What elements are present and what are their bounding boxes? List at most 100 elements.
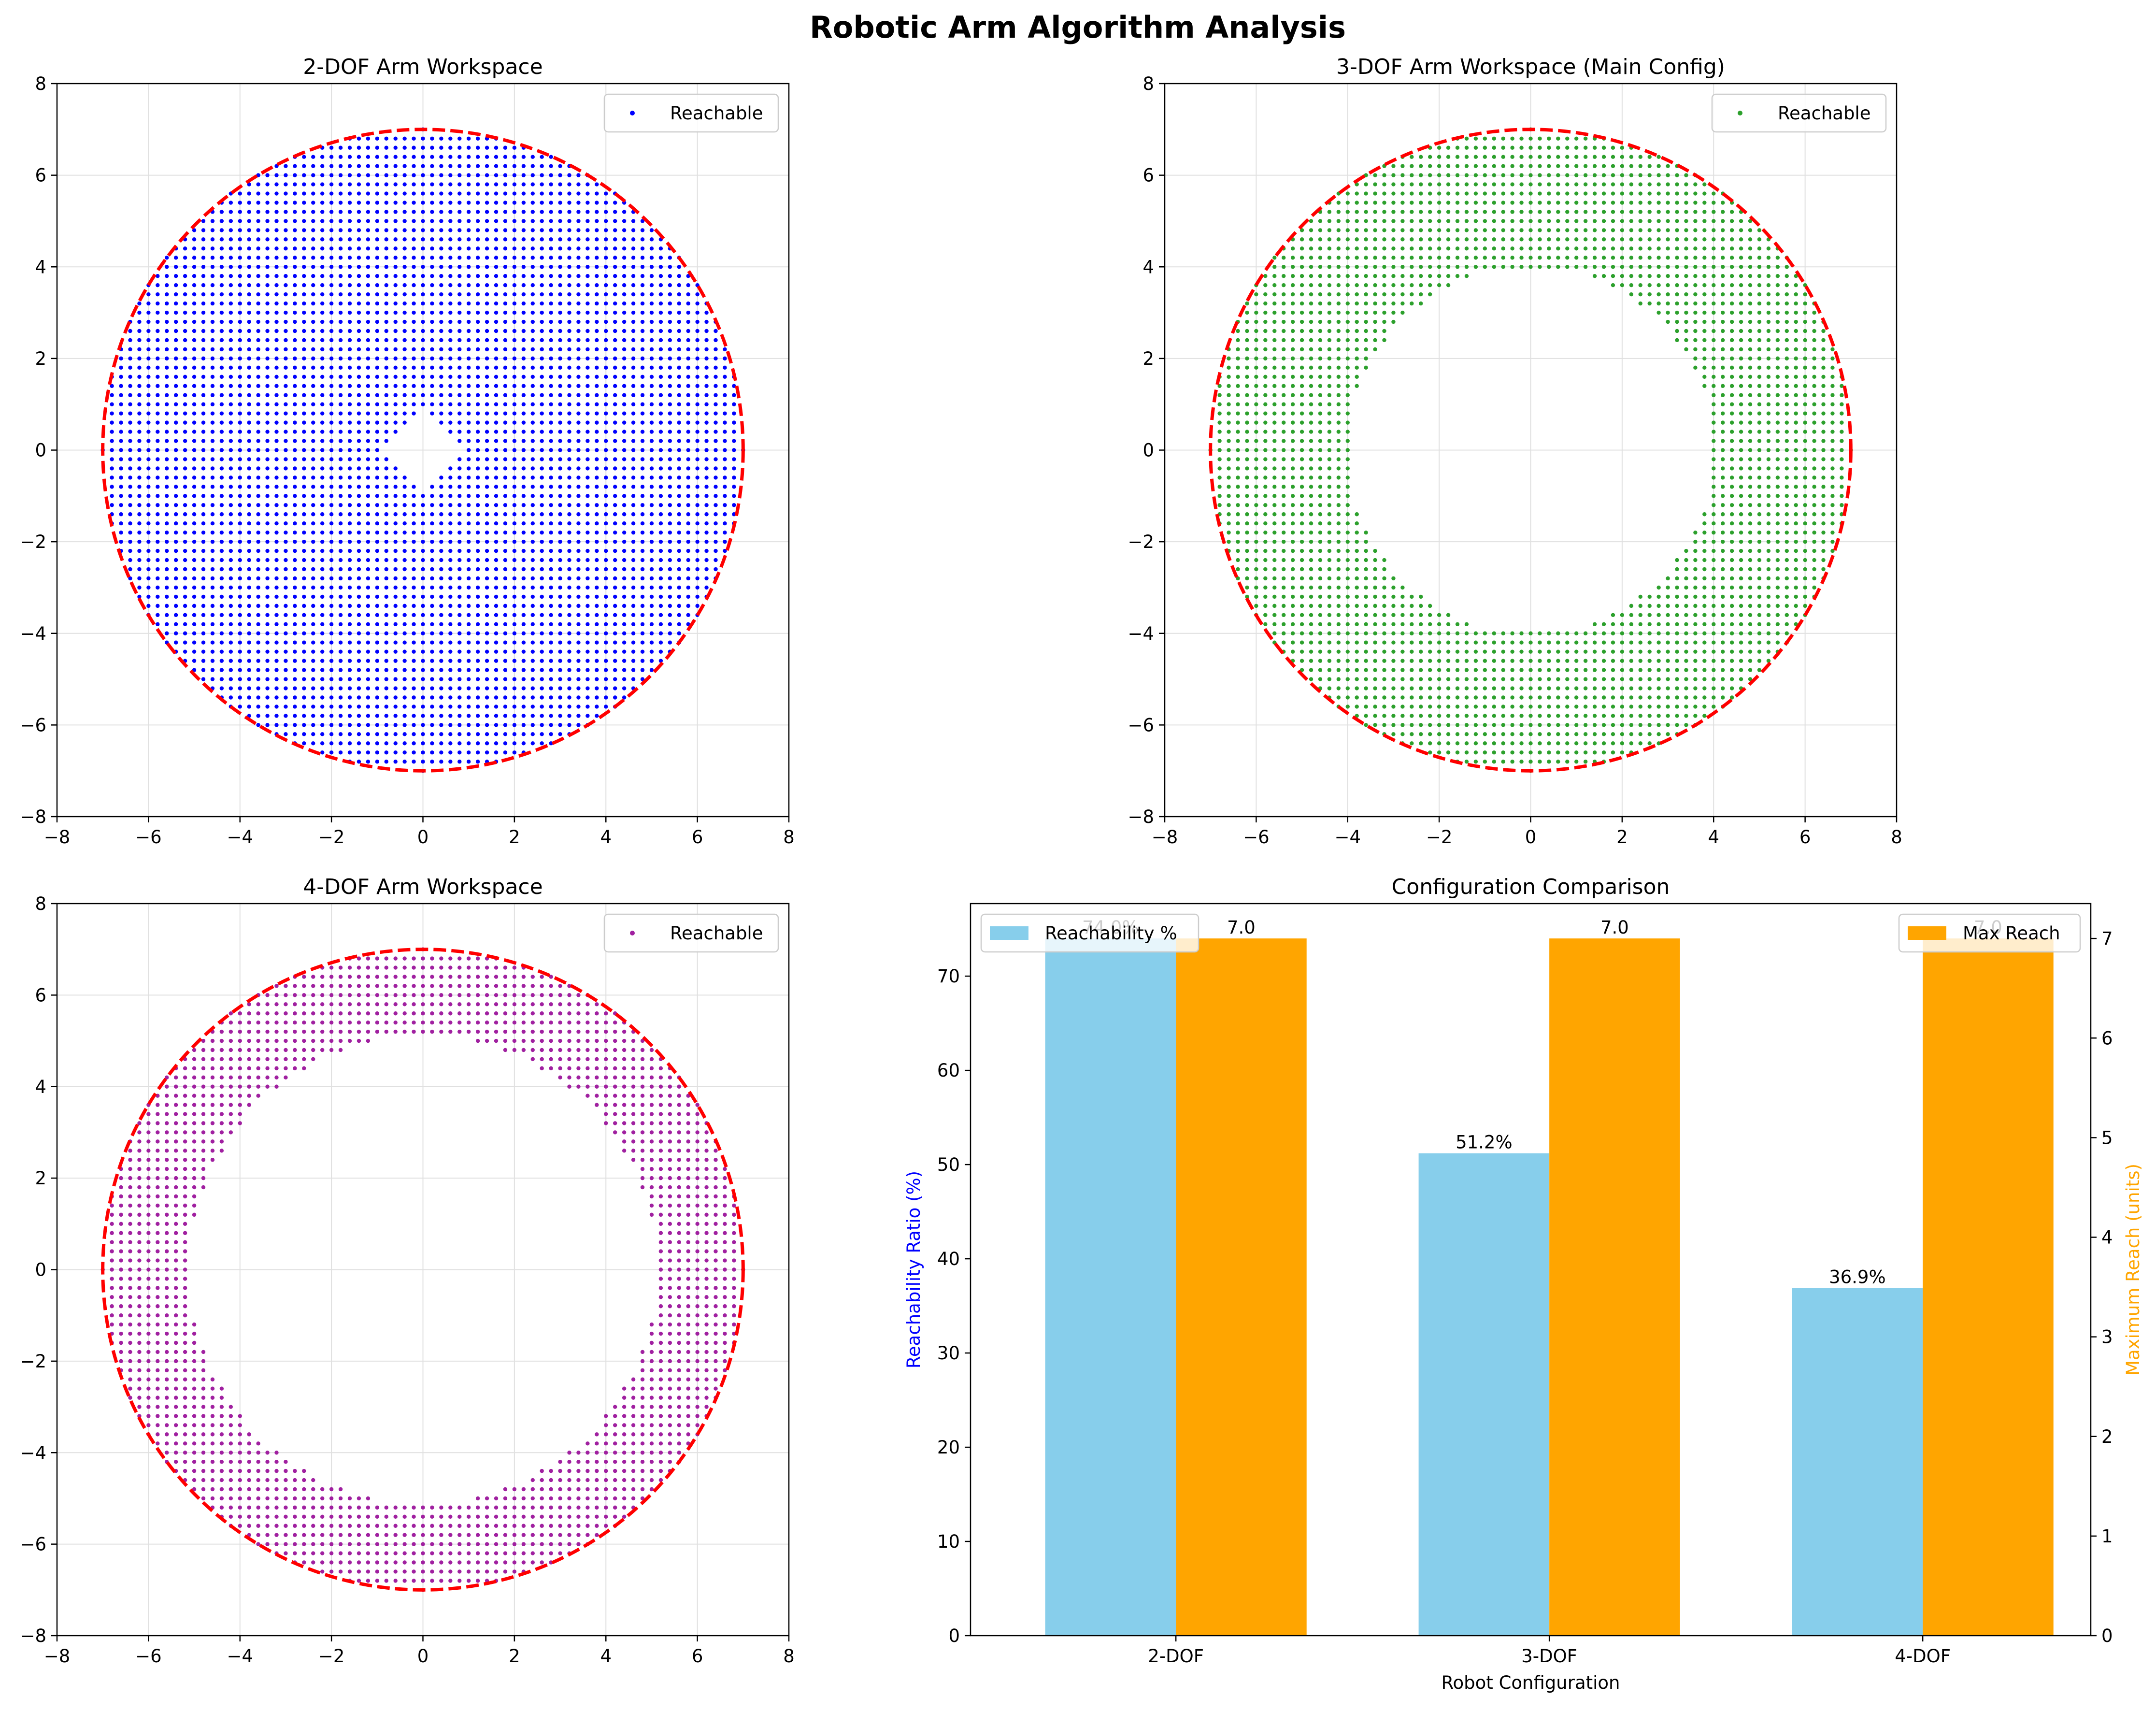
scatter-point: [723, 402, 727, 406]
scatter-point: [1391, 191, 1396, 196]
scatter-point: [494, 521, 499, 526]
scatter-point: [695, 393, 700, 397]
scatter-point: [1355, 256, 1359, 260]
scatter-point: [658, 494, 663, 498]
scatter-point: [228, 457, 233, 461]
scatter-point: [183, 439, 187, 443]
scatter-point: [595, 576, 599, 581]
scatter-point: [430, 659, 434, 663]
scatter-point: [668, 411, 672, 416]
scatter-point: [384, 466, 388, 471]
scatter-point: [631, 576, 636, 581]
scatter-point: [704, 319, 709, 324]
scatter-point: [723, 374, 727, 379]
scatter-point: [604, 310, 608, 315]
scatter-point: [439, 714, 443, 718]
scatter-point: [1446, 246, 1451, 251]
scatter-point: [384, 411, 388, 416]
scatter-point: [668, 430, 672, 434]
scatter-point: [1318, 539, 1323, 544]
scatter-point: [1336, 567, 1341, 572]
scatter-point: [183, 539, 187, 544]
scatter-point: [274, 182, 279, 187]
scatter-point: [1263, 301, 1268, 306]
scatter-point: [256, 347, 260, 352]
scatter-point: [521, 246, 526, 251]
scatter-point: [421, 558, 425, 562]
scatter-point: [439, 283, 443, 288]
scatter-point: [156, 439, 160, 443]
scatter-point: [613, 585, 617, 590]
scatter-point: [210, 576, 215, 581]
scatter-point: [677, 292, 681, 297]
scatter-point: [613, 695, 617, 700]
scatter-point: [649, 393, 654, 397]
scatter-point: [558, 732, 562, 736]
scatter-point: [430, 604, 434, 608]
scatter-point: [503, 219, 508, 223]
scatter-point: [256, 494, 260, 498]
scatter-point: [1327, 384, 1332, 388]
scatter-point: [448, 677, 453, 681]
scatter-point: [210, 548, 215, 553]
scatter-point: [622, 548, 627, 553]
scatter-point: [1382, 640, 1386, 645]
scatter-point: [686, 310, 690, 315]
scatter-point: [604, 329, 608, 333]
legend-marker: [630, 111, 635, 115]
scatter-point: [274, 604, 279, 608]
scatter-point: [503, 705, 508, 709]
scatter-point: [613, 668, 617, 672]
scatter-point: [173, 521, 178, 526]
scatter-point: [320, 659, 325, 663]
scatter-point: [466, 613, 471, 618]
scatter-point: [347, 319, 352, 324]
scatter-point: [1272, 521, 1277, 526]
scatter-point: [567, 292, 571, 297]
scatter-point: [1318, 374, 1323, 379]
scatter-point: [1318, 576, 1323, 581]
scatter-point: [393, 503, 398, 507]
scatter-point: [549, 604, 553, 608]
scatter-point: [622, 210, 627, 214]
scatter-point: [1318, 301, 1323, 306]
scatter-point: [1227, 430, 1231, 434]
scatter-point: [714, 539, 718, 544]
scatter-point: [1309, 319, 1314, 324]
scatter-point: [256, 686, 260, 691]
scatter-point: [329, 439, 334, 443]
scatter-point: [558, 210, 562, 214]
scatter-point: [1391, 622, 1396, 626]
scatter-point: [384, 521, 388, 526]
scatter-point: [357, 310, 361, 315]
scatter-point: [595, 347, 599, 352]
scatter-point: [540, 622, 544, 626]
scatter-point: [704, 457, 709, 461]
scatter-point: [1245, 457, 1249, 461]
scatter-point: [228, 668, 233, 672]
scatter-point: [649, 466, 654, 471]
scatter-point: [457, 173, 462, 177]
scatter-point: [1336, 393, 1341, 397]
scatter-point: [521, 347, 526, 352]
scatter-point: [448, 585, 453, 590]
scatter-point: [412, 384, 416, 388]
scatter-point: [512, 219, 517, 223]
scatter-point: [156, 329, 160, 333]
scatter-point: [1281, 521, 1286, 526]
scatter-point: [1227, 494, 1231, 498]
scatter-point: [238, 374, 242, 379]
scatter-point: [238, 539, 242, 544]
scatter-point: [173, 310, 178, 315]
scatter-point: [1446, 732, 1451, 736]
scatter-point: [558, 430, 562, 434]
scatter-point: [1382, 201, 1386, 205]
scatter-point: [1464, 732, 1469, 736]
scatter-point: [1464, 631, 1469, 635]
scatter-point: [1336, 365, 1341, 370]
scatter-point: [558, 457, 562, 461]
scatter-point: [1446, 155, 1451, 159]
scatter-point: [274, 310, 279, 315]
scatter-point: [412, 567, 416, 572]
scatter-point: [530, 191, 535, 196]
